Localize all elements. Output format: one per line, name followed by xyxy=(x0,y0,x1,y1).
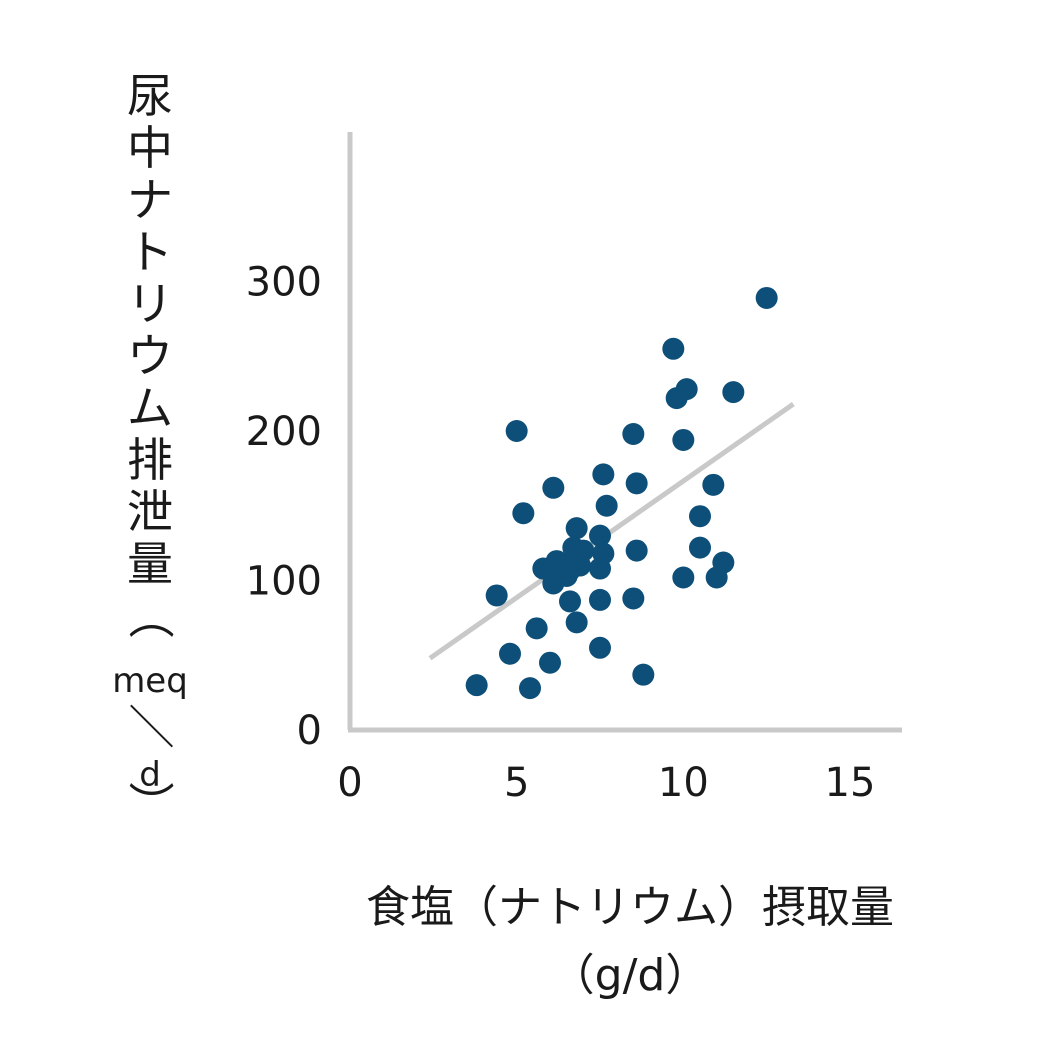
y-axis-title-close-paren: ） xyxy=(123,781,177,827)
y-tick-label: 100 xyxy=(246,559,322,605)
data-point xyxy=(589,524,611,547)
y-tick-label: 300 xyxy=(246,260,322,306)
y-tick-labels: 0 100 200 300 xyxy=(246,260,322,755)
data-point xyxy=(625,539,648,562)
y-axis-title-char: 尿 xyxy=(127,69,173,123)
data-point xyxy=(542,476,565,499)
x-tick-label: 5 xyxy=(504,760,529,806)
data-point xyxy=(722,381,745,404)
data-point xyxy=(622,587,645,610)
data-point xyxy=(505,420,528,442)
data-point xyxy=(592,463,615,486)
data-point xyxy=(539,651,561,674)
data-point xyxy=(675,378,698,401)
data-point xyxy=(512,502,535,525)
data-points xyxy=(465,286,778,700)
x-tick-label: 0 xyxy=(337,760,362,806)
data-point xyxy=(485,584,508,607)
data-point xyxy=(622,422,645,445)
y-axis-title-char: 排 xyxy=(127,433,173,487)
data-point xyxy=(702,473,725,496)
data-point xyxy=(565,611,588,634)
data-point xyxy=(499,642,521,665)
data-point xyxy=(589,636,611,659)
data-point xyxy=(525,617,548,640)
data-point xyxy=(565,517,588,540)
trendline xyxy=(428,402,795,661)
data-point xyxy=(689,505,711,528)
data-point xyxy=(589,588,611,611)
y-axis-title-char: 泄 xyxy=(127,485,173,539)
y-axis-title-char: ナ xyxy=(127,173,173,227)
data-point xyxy=(465,674,488,697)
data-point xyxy=(625,472,648,495)
y-axis-title-char: 中 xyxy=(127,121,173,175)
y-axis-unit-slash: ／ xyxy=(123,703,177,749)
data-point xyxy=(672,566,695,589)
data-point xyxy=(672,428,695,451)
x-tick-label: 10 xyxy=(658,760,709,806)
y-axis-title-char: （ xyxy=(123,593,177,639)
y-axis-title-char: ム xyxy=(127,381,173,435)
x-axis-title-line1: 食塩（ナトリウム）摂取量 xyxy=(366,882,894,933)
data-point xyxy=(572,539,595,562)
y-axis-title-char: リ xyxy=(127,277,173,331)
data-point xyxy=(519,677,541,700)
trendline-group xyxy=(428,402,795,661)
data-point xyxy=(755,286,778,309)
data-point xyxy=(689,536,711,559)
data-point xyxy=(592,542,615,565)
axes xyxy=(347,132,902,733)
x-axis-title-line2: （g/d） xyxy=(551,950,710,1001)
x-tick-label: 15 xyxy=(825,760,876,806)
y-axis-unit-d: d xyxy=(139,755,161,795)
x-tick-labels: 0 5 10 15 xyxy=(337,760,875,806)
data-point xyxy=(712,551,735,574)
data-point xyxy=(595,494,618,517)
y-axis-title-char: 量 xyxy=(127,537,173,591)
y-axis-title-char: ト xyxy=(127,225,173,279)
y-axis-title-char: ウ xyxy=(127,329,173,383)
y-axis-unit-meq: meq xyxy=(112,661,188,701)
data-point xyxy=(632,663,655,686)
data-point xyxy=(662,337,685,360)
y-tick-label: 200 xyxy=(246,409,322,455)
data-point xyxy=(559,590,581,613)
y-tick-label: 0 xyxy=(297,708,322,754)
